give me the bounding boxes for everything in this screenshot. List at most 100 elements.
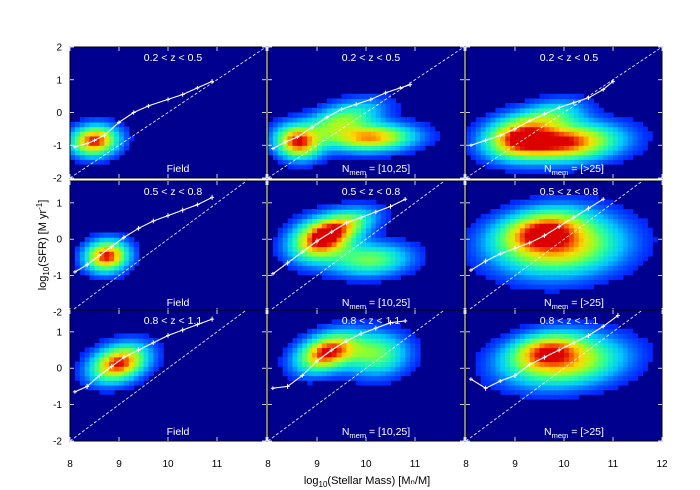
heatmap-cell	[515, 269, 521, 276]
heatmap-cell	[568, 265, 575, 271]
heatmap-cell	[341, 347, 347, 353]
heatmap-cell	[74, 126, 81, 132]
heatmap-cell	[292, 347, 298, 353]
heatmap-cell	[539, 107, 545, 114]
heatmap-cell	[321, 103, 328, 109]
heatmap-cell	[375, 117, 382, 123]
heatmap-cell	[405, 145, 411, 151]
heatmap-cell	[287, 375, 294, 381]
heatmap-cell	[297, 265, 303, 271]
panel-title: 0.5 < z < 0.8	[540, 186, 599, 198]
heatmap-cell	[336, 265, 343, 271]
heatmap-cell	[529, 370, 536, 377]
heatmap-cell	[385, 375, 392, 381]
heatmap-cell	[74, 149, 81, 156]
heatmap-cell	[415, 135, 421, 142]
heatmap-cell	[608, 204, 614, 210]
heatmap-cell	[138, 347, 145, 353]
heatmap-cell	[549, 154, 555, 160]
heatmap-cell	[326, 232, 333, 238]
heatmap-cell	[405, 328, 411, 334]
heatmap-cell	[622, 117, 629, 123]
heatmap-cell	[515, 260, 521, 266]
heatmap-cell	[326, 149, 333, 156]
heatmap-cell	[312, 117, 318, 123]
heatmap-cell	[568, 135, 575, 142]
heatmap-cell	[559, 164, 565, 170]
heatmap-cell	[510, 126, 516, 132]
heatmap-cell	[573, 356, 580, 363]
heatmap-cell	[603, 149, 609, 156]
heatmap-cell	[272, 246, 279, 252]
heatmap-cell	[632, 131, 639, 137]
heatmap-cell	[564, 251, 570, 257]
heatmap-cell	[143, 361, 149, 367]
heatmap-cell	[647, 227, 653, 234]
heatmap-cell	[524, 274, 531, 280]
heatmap-cell	[366, 103, 372, 109]
heatmap-cell	[119, 347, 125, 353]
heatmap-cell	[346, 154, 352, 160]
heatmap-cell	[346, 241, 352, 248]
heatmap-cell	[346, 265, 352, 271]
heatmap-cell	[282, 126, 289, 132]
heatmap-cell	[524, 227, 531, 234]
heatmap-cell	[544, 145, 550, 151]
heatmap-cell	[341, 269, 347, 276]
heatmap-cell	[277, 237, 284, 243]
heatmap-cell	[485, 121, 492, 128]
heatmap-cell	[370, 366, 377, 372]
heatmap-cell	[400, 140, 406, 146]
heatmap-cell	[627, 352, 634, 358]
heatmap-cell	[588, 366, 594, 372]
heatmap-cell	[405, 338, 411, 344]
heatmap-cell	[480, 145, 487, 151]
heatmap-cell	[336, 338, 343, 344]
heatmap-cell	[632, 370, 639, 377]
heatmap-cell	[568, 361, 575, 367]
heatmap-cell	[622, 209, 629, 215]
heatmap-cell	[99, 154, 105, 160]
heatmap-cell	[564, 333, 570, 339]
heatmap-cell	[598, 213, 604, 220]
heatmap-cell	[519, 269, 526, 276]
heatmap-cell	[549, 131, 555, 137]
heatmap-cell	[272, 149, 279, 156]
heatmap-cell	[321, 361, 328, 367]
heatmap-cell	[515, 149, 521, 156]
heatmap-cell	[326, 218, 333, 224]
heatmap-cell	[559, 121, 565, 128]
heatmap-cell	[554, 361, 560, 367]
heatmap-cell	[415, 347, 421, 353]
heatmap-cell	[104, 375, 110, 381]
heatmap-cell	[568, 93, 575, 100]
heatmap-cell	[583, 117, 590, 123]
heatmap-cell	[475, 117, 482, 123]
heatmap-cell	[480, 241, 487, 248]
heatmap-cell	[366, 251, 372, 257]
heatmap-cell	[588, 209, 594, 215]
heatmap-cell	[637, 260, 643, 266]
heatmap-cell	[346, 319, 352, 325]
heatmap-cell	[627, 375, 634, 381]
heatmap-cell	[564, 227, 570, 234]
heatmap-cell	[317, 131, 323, 137]
heatmap-cell	[632, 342, 639, 349]
heatmap-cell	[148, 370, 154, 377]
heatmap-cell	[534, 246, 541, 252]
heatmap-cell	[400, 241, 406, 248]
heatmap-cell	[588, 324, 594, 330]
heatmap-cell	[405, 347, 411, 353]
heatmap-cell	[375, 342, 382, 349]
heatmap-cell	[637, 361, 643, 367]
heatmap-cell	[341, 98, 347, 104]
heatmap-cell	[109, 140, 115, 146]
heatmap-cell	[524, 103, 531, 109]
heatmap-cell	[539, 227, 545, 234]
heatmap-cell	[119, 375, 125, 381]
heatmap-cell	[287, 218, 294, 224]
heatmap-cell	[292, 366, 298, 372]
heatmap-cell	[554, 241, 560, 248]
heatmap-cell	[617, 361, 624, 367]
heatmap-cell	[544, 338, 550, 344]
